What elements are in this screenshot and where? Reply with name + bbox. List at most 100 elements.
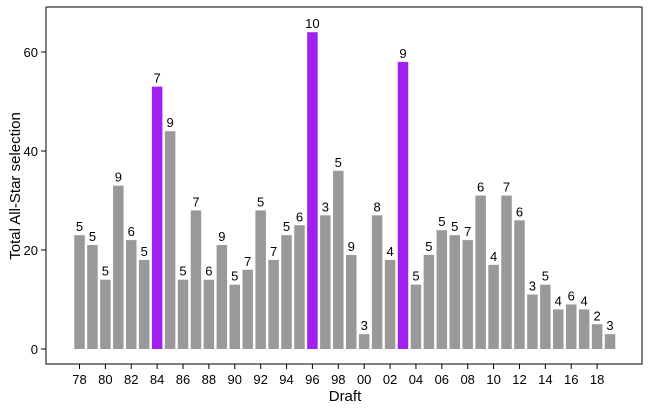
y-axis: 0 20 40 60 bbox=[24, 45, 46, 357]
bar bbox=[177, 279, 189, 349]
bar bbox=[488, 264, 499, 349]
bar bbox=[320, 215, 331, 349]
bar-value-label: 5 bbox=[102, 264, 109, 279]
x-tick-label: 78 bbox=[72, 372, 86, 387]
bar bbox=[87, 245, 98, 349]
bar bbox=[203, 279, 215, 349]
bar-value-label: 2 bbox=[593, 308, 600, 323]
bar-value-label: 5 bbox=[425, 239, 432, 254]
bar-highlighted bbox=[151, 86, 163, 350]
bar bbox=[190, 210, 202, 349]
bar bbox=[384, 259, 396, 349]
y-tick-label: 40 bbox=[24, 144, 38, 159]
x-tick-label: 90 bbox=[228, 372, 242, 387]
bar-value-label: 4 bbox=[581, 293, 588, 308]
bar bbox=[242, 269, 253, 349]
bar-value-label: 5 bbox=[179, 264, 186, 279]
y-tick-label: 20 bbox=[24, 243, 38, 258]
bar bbox=[113, 185, 124, 349]
x-tick-label: 00 bbox=[357, 372, 371, 387]
x-tick-label: 86 bbox=[176, 372, 190, 387]
x-tick-label: 14 bbox=[538, 372, 552, 387]
bar bbox=[281, 235, 292, 349]
bar bbox=[514, 220, 525, 349]
bar-value-label: 4 bbox=[490, 249, 497, 264]
y-tick-label: 60 bbox=[24, 45, 38, 60]
x-tick-label: 98 bbox=[331, 372, 345, 387]
bar-value-label: 4 bbox=[386, 244, 393, 259]
x-tick-label: 02 bbox=[383, 372, 397, 387]
bar-value-label: 7 bbox=[244, 254, 251, 269]
bar-value-label: 3 bbox=[361, 318, 368, 333]
bar bbox=[501, 195, 512, 349]
bar bbox=[475, 195, 486, 349]
bar-value-label: 5 bbox=[141, 244, 148, 259]
x-tick-label: 16 bbox=[564, 372, 578, 387]
bar bbox=[100, 279, 111, 349]
bar-highlighted bbox=[307, 32, 318, 349]
bar-value-label: 5 bbox=[89, 229, 96, 244]
bar-value-label: 8 bbox=[374, 199, 381, 214]
bar-value-label: 7 bbox=[192, 194, 199, 209]
bar bbox=[216, 245, 228, 349]
bar-value-label: 7 bbox=[154, 71, 161, 86]
bar-value-label: 5 bbox=[283, 219, 290, 234]
bar bbox=[229, 284, 241, 349]
x-tick-label: 84 bbox=[150, 372, 164, 387]
bar-value-label: 5 bbox=[412, 269, 419, 284]
bar bbox=[294, 225, 305, 349]
bar bbox=[410, 284, 422, 349]
bar bbox=[540, 284, 551, 349]
bar bbox=[604, 334, 616, 349]
bar-value-label: 3 bbox=[606, 318, 613, 333]
bar bbox=[255, 210, 266, 349]
y-axis-title: Total All-Star selection bbox=[7, 112, 24, 260]
x-tick-label: 94 bbox=[279, 372, 293, 387]
x-tick-label: 06 bbox=[435, 372, 449, 387]
bar bbox=[345, 254, 357, 349]
bar-value-label: 6 bbox=[205, 264, 212, 279]
bar bbox=[591, 324, 603, 349]
bar bbox=[138, 259, 150, 349]
bar bbox=[164, 131, 176, 349]
bar-value-label: 4 bbox=[555, 293, 562, 308]
bar bbox=[527, 294, 538, 349]
x-axis-title: Draft bbox=[329, 388, 362, 405]
x-tick-label: 88 bbox=[202, 372, 216, 387]
x-tick-label: 18 bbox=[590, 372, 604, 387]
bar-value-label: 3 bbox=[322, 199, 329, 214]
x-tick-label: 96 bbox=[305, 372, 319, 387]
bar-value-label: 5 bbox=[76, 219, 83, 234]
x-tick-label: 12 bbox=[512, 372, 526, 387]
bar-value-label: 5 bbox=[542, 269, 549, 284]
bar bbox=[333, 170, 344, 349]
bar bbox=[358, 334, 370, 349]
bar-value-label: 6 bbox=[568, 288, 575, 303]
bar-value-label: 3 bbox=[529, 279, 536, 294]
bar bbox=[423, 254, 435, 349]
plot-frame bbox=[45, 6, 643, 365]
bar bbox=[268, 259, 279, 349]
bar-value-label: 6 bbox=[516, 204, 523, 219]
bar-value-label: 7 bbox=[270, 244, 277, 259]
x-tick-label: 82 bbox=[124, 372, 138, 387]
x-tick-label: 10 bbox=[486, 372, 500, 387]
bar-value-label: 9 bbox=[166, 115, 173, 130]
y-tick-label: 0 bbox=[31, 342, 38, 357]
bar-value-label: 5 bbox=[451, 219, 458, 234]
bar-value-label: 6 bbox=[477, 180, 484, 195]
bar-value-label: 9 bbox=[218, 229, 225, 244]
bar-value-label: 5 bbox=[257, 194, 264, 209]
x-tick-label: 92 bbox=[253, 372, 267, 387]
bar-value-label: 7 bbox=[464, 224, 471, 239]
bar-value-label: 5 bbox=[335, 155, 342, 170]
bar-value-label: 9 bbox=[115, 170, 122, 185]
bar bbox=[126, 240, 137, 349]
bar-value-label: 7 bbox=[503, 180, 510, 195]
bar bbox=[74, 235, 85, 349]
bar-value-label: 6 bbox=[128, 224, 135, 239]
bar-value-label: 5 bbox=[438, 214, 445, 229]
